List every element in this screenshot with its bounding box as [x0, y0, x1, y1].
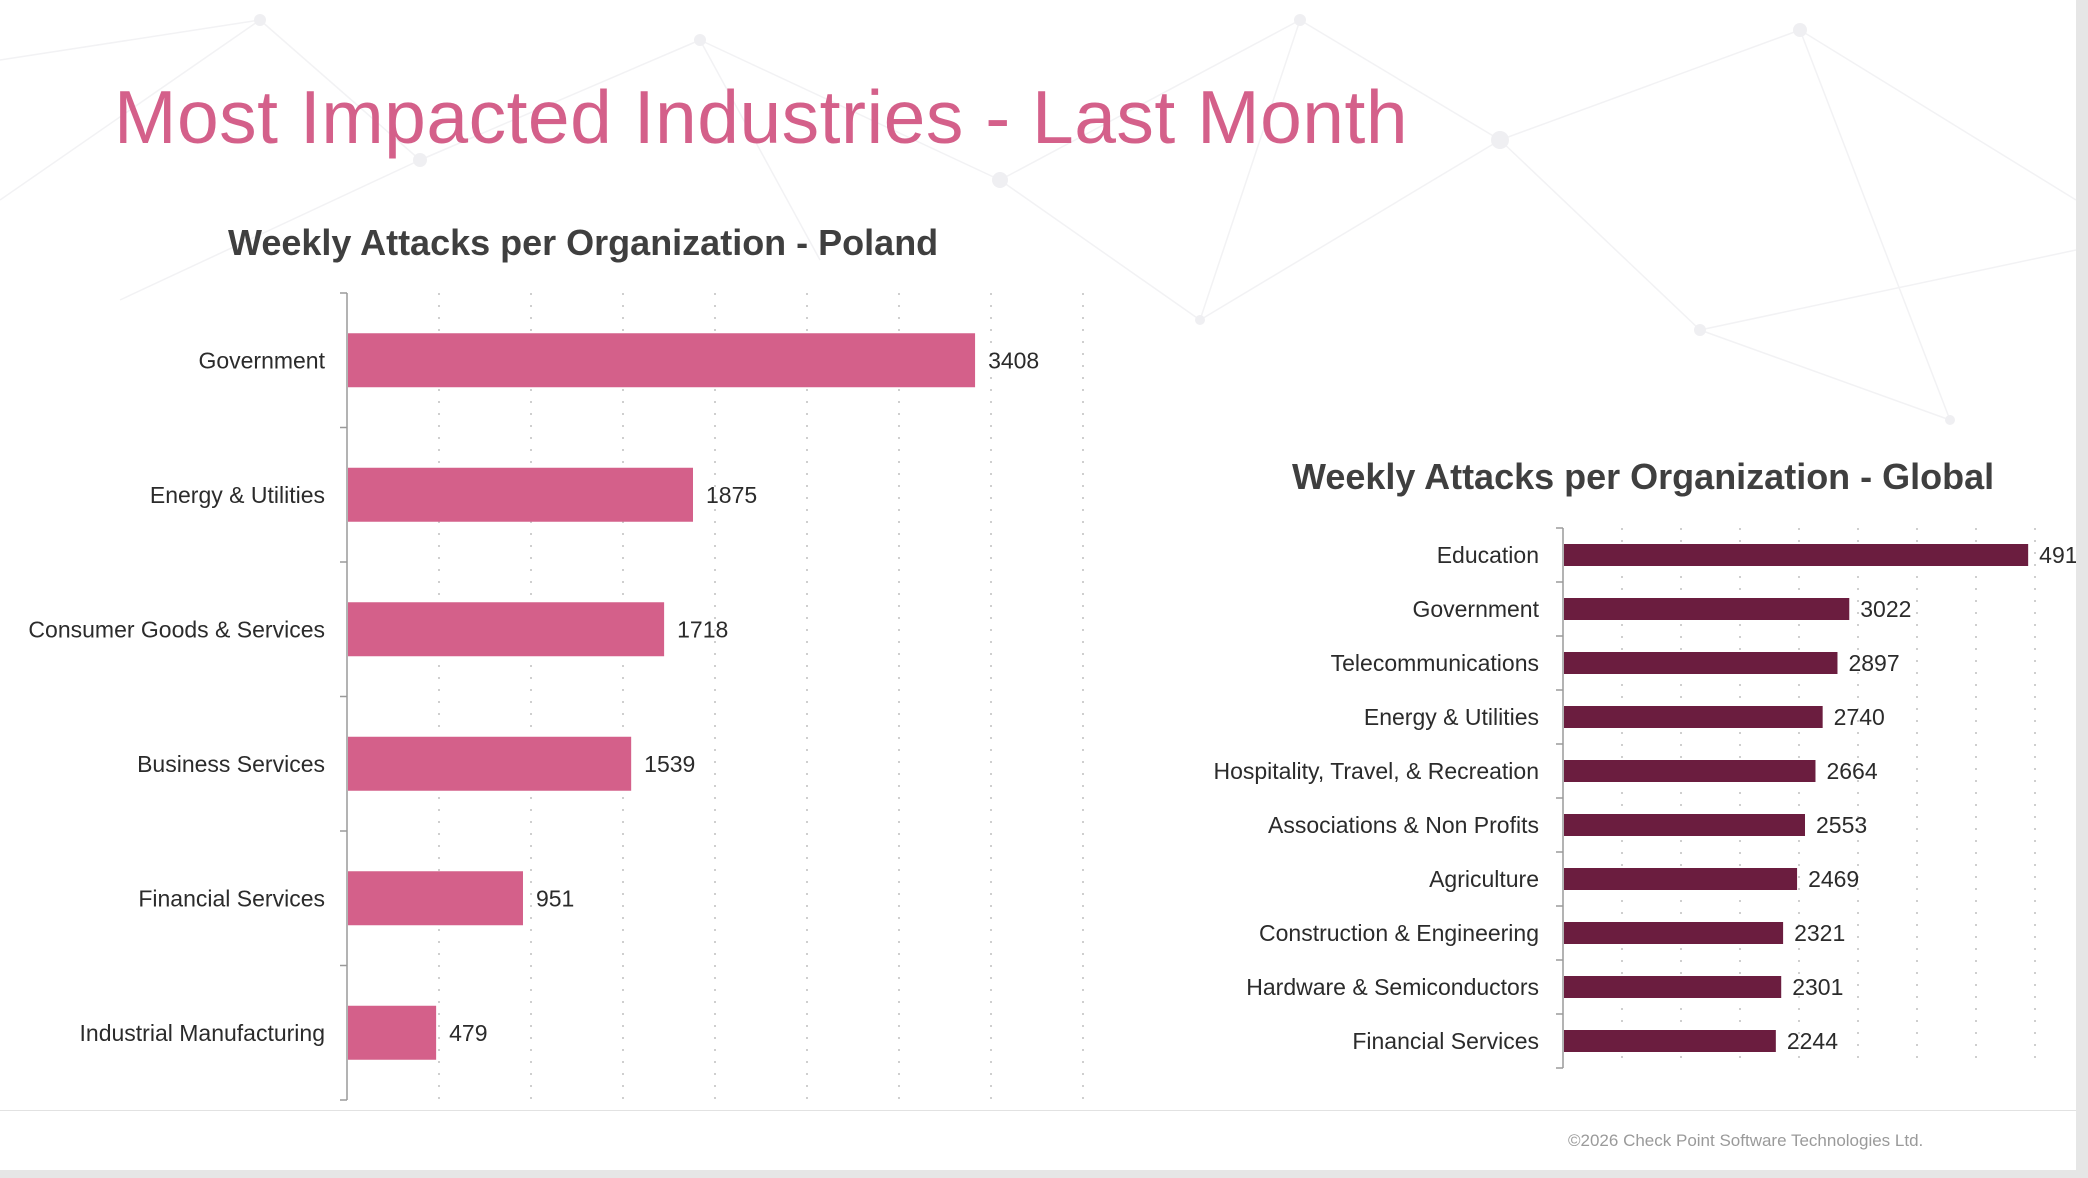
global-value-label: 2301	[1792, 974, 1843, 1000]
poland-chart-title: Weekly Attacks per Organization - Poland	[228, 222, 939, 263]
poland-value-label: 951	[536, 885, 574, 911]
poland-value-label: 3408	[988, 347, 1039, 373]
global-bar	[1564, 706, 1823, 728]
global-bar	[1564, 868, 1798, 890]
global-value-label: 2740	[1834, 704, 1885, 730]
global-value-label: 2553	[1816, 812, 1867, 838]
poland-category-label: Consumer Goods & Services	[28, 616, 325, 642]
global-bar	[1564, 598, 1850, 620]
poland-category-label: Business Services	[137, 751, 325, 777]
global-category-label: Financial Services	[1352, 1028, 1539, 1054]
poland-bar	[348, 871, 523, 926]
global-category-label: Telecommunications	[1331, 650, 1539, 676]
global-category-label: Education	[1437, 542, 1539, 568]
global-value-label: 3022	[1860, 596, 1911, 622]
global-category-label: Hardware & Semiconductors	[1246, 974, 1539, 1000]
poland-category-label: Government	[198, 347, 325, 373]
global-bar	[1564, 976, 1782, 998]
window-bottom-edge	[0, 1170, 2088, 1178]
poland-bar	[348, 602, 665, 657]
footer-copyright: ©2026 Check Point Software Technologies …	[1568, 1131, 1924, 1150]
footer-divider	[0, 1110, 2076, 1111]
global-value-label: 2321	[1794, 920, 1845, 946]
global-category-label: Construction & Engineering	[1259, 920, 1539, 946]
poland-value-label: 1875	[706, 482, 757, 508]
global-bar	[1564, 922, 1784, 944]
poland-category-label: Financial Services	[138, 885, 325, 911]
poland-bar	[348, 1005, 437, 1060]
global-category-label: Hospitality, Travel, & Recreation	[1213, 758, 1539, 784]
global-value-label: 2469	[1808, 866, 1859, 892]
poland-gridlines	[438, 293, 1084, 1100]
poland-value-label: 479	[449, 1020, 487, 1046]
poland-category-label: Energy & Utilities	[150, 482, 325, 508]
global-category-label: Agriculture	[1429, 866, 1539, 892]
page-title: Most Impacted Industries - Last Month	[114, 75, 1409, 159]
global-value-label: 2244	[1787, 1028, 1838, 1054]
global-bar	[1564, 544, 2029, 566]
poland-value-label: 1718	[677, 616, 728, 642]
poland-bar	[348, 333, 976, 388]
global-category-label: Associations & Non Profits	[1268, 812, 1539, 838]
global-value-label: 2664	[1826, 758, 1877, 784]
global-value-label: 2897	[1848, 650, 1899, 676]
poland-category-label: Industrial Manufacturing	[80, 1020, 325, 1046]
global-category-label: Energy & Utilities	[1364, 704, 1539, 730]
poland-bar	[348, 736, 632, 791]
global-category-label: Government	[1412, 596, 1539, 622]
global-bar	[1564, 760, 1816, 782]
poland-bar	[348, 467, 693, 522]
window-right-edge	[2076, 0, 2088, 1178]
global-bar	[1564, 814, 1806, 836]
global-bar	[1564, 652, 1838, 674]
global-bar	[1564, 1030, 1776, 1052]
global-chart-title: Weekly Attacks per Organization - Global	[1292, 456, 1995, 497]
poland-value-label: 1539	[644, 751, 695, 777]
